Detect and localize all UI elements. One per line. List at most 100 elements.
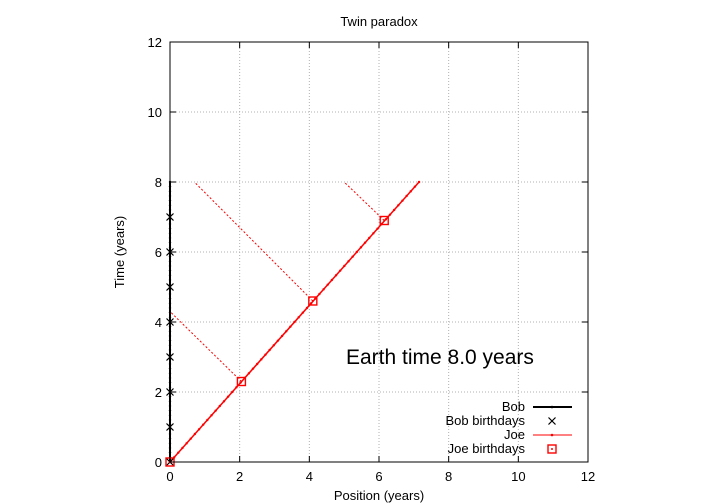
- joe-worldline-point: [301, 311, 305, 314]
- y-axis-label: Time (years): [112, 216, 127, 288]
- joe-worldline-point: [297, 316, 300, 319]
- chart-title: Twin paradox: [340, 14, 418, 29]
- axis-ticks: 0 2 4 6 8 10 12 0 2 4 6 8 10 12: [148, 35, 596, 484]
- joe-birthday-marker-outline: [308, 296, 318, 306]
- joe-worldline-point: [206, 418, 209, 422]
- legend-label: Bob birthdays: [446, 413, 526, 428]
- joe-worldline-point: [185, 442, 188, 445]
- x-tick-label: 6: [375, 469, 382, 484]
- signal-lines: [169, 181, 385, 382]
- legend-sample-cross-stroke: [548, 417, 556, 425]
- x-tick-label: 8: [445, 469, 452, 484]
- joe-worldline-point: [343, 264, 346, 268]
- joe-worldline-point: [218, 404, 222, 408]
- joe-worldline-point: [413, 185, 417, 188]
- joe-worldline-point: [268, 348, 271, 352]
- joe-worldline-point: [397, 204, 400, 207]
- y-tick-label: 0: [155, 455, 162, 470]
- joe-birthday-marker-outline: [236, 376, 247, 387]
- legend-label: Bob: [502, 399, 525, 414]
- joe-birthday-marker-center: [383, 219, 386, 222]
- joe-worldline-point: [417, 180, 421, 184]
- joe-worldline-point: [376, 227, 379, 230]
- joe-worldline-point: [247, 372, 251, 375]
- signal-line: [343, 181, 385, 221]
- joe-worldline-point: [289, 325, 292, 328]
- joe-birthday-marker-center: [311, 300, 314, 302]
- legend-label: Joe: [504, 427, 525, 442]
- joe-worldline-point: [255, 362, 259, 366]
- joe-worldline-point: [305, 306, 309, 310]
- joe-worldline-point: [202, 423, 205, 426]
- joe-worldline-point: [231, 390, 234, 394]
- signal-line: [194, 181, 314, 302]
- joe-worldline-point: [251, 367, 255, 370]
- y-tick-label: 6: [155, 245, 162, 260]
- legend-sample-square-outline: [547, 444, 557, 454]
- joe-worldline-point: [392, 208, 396, 212]
- joe-worldline-point: [181, 446, 184, 450]
- y-tick-label: 8: [155, 175, 162, 190]
- legend-label: Joe birthdays: [448, 441, 526, 456]
- joe-worldline-point: [214, 409, 217, 412]
- joe-worldline-point: [405, 194, 408, 198]
- joe-worldline-point: [351, 255, 354, 258]
- legend-sample-dot: [550, 405, 554, 409]
- joe-worldline-point: [401, 199, 404, 202]
- joe-worldline-point: [334, 274, 338, 277]
- joe-worldline-point: [409, 190, 412, 193]
- joe-worldline-point: [226, 395, 230, 398]
- joe-worldline-point: [280, 334, 284, 338]
- signal-line: [169, 311, 242, 382]
- joe-worldline-point: [330, 278, 334, 282]
- joe-worldline-point: [368, 236, 371, 240]
- joe-birthday-marker: [236, 376, 247, 387]
- x-tick-label: 10: [511, 469, 525, 484]
- joe-worldline-point: [347, 260, 350, 263]
- joe-worldline-point: [264, 353, 267, 356]
- joe-worldline-point: [193, 432, 197, 436]
- joe-worldline-point: [388, 213, 392, 216]
- joe-birthday-marker: [379, 215, 389, 226]
- y-tick-label: 2: [155, 385, 162, 400]
- joe-worldline-point: [372, 232, 375, 235]
- joe-worldline-point: [293, 320, 296, 324]
- joe-worldline-point: [309, 302, 313, 305]
- y-tick-label: 12: [148, 35, 162, 50]
- joe-worldline-point: [197, 428, 201, 431]
- legend-sample-square: [547, 444, 557, 454]
- x-tick-label: 0: [166, 469, 173, 484]
- x-tick-label: 4: [306, 469, 313, 484]
- joe-worldline-point: [285, 330, 288, 333]
- joe-worldline-point: [384, 218, 388, 221]
- legend-sample-square-center: [551, 448, 553, 450]
- joe-birthday-marker: [308, 296, 318, 306]
- joe-worldline-point: [322, 288, 325, 291]
- legend-sample-cross: [548, 417, 556, 425]
- joe-worldline-point: [235, 386, 238, 389]
- joe-worldline-point: [276, 339, 280, 342]
- joe-worldline-point: [359, 246, 363, 249]
- joe-worldline-point: [210, 414, 213, 417]
- x-tick-label: 2: [236, 469, 243, 484]
- y-tick-label: 10: [148, 105, 162, 120]
- y-tick-label: 4: [155, 315, 162, 330]
- grid-lines: [170, 42, 588, 462]
- joe-worldline-point: [338, 269, 342, 272]
- joe-worldline-point: [318, 292, 321, 296]
- joe-worldline-point: [326, 283, 329, 286]
- earth-time-annotation: Earth time 8.0 years: [346, 346, 534, 369]
- joe-worldline-point: [177, 451, 180, 454]
- legend-sample-dot: [550, 433, 554, 437]
- joe-worldline-point: [272, 344, 275, 347]
- joe-worldline-point: [222, 400, 226, 403]
- joe-worldline-point: [363, 241, 367, 244]
- joe-worldline-point: [189, 437, 192, 440]
- joe-birthday-marker-outline: [379, 215, 389, 226]
- x-tick-label: 12: [581, 469, 595, 484]
- joe-worldline-point: [355, 250, 358, 254]
- x-axis-label: Position (years): [334, 488, 424, 503]
- joe-worldline-point: [260, 358, 263, 361]
